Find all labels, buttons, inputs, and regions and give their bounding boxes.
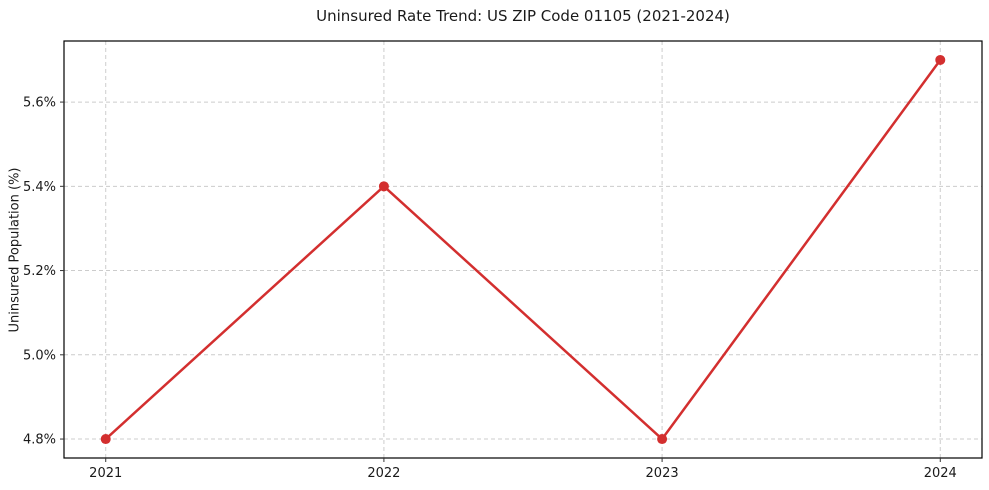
chart-title: Uninsured Rate Trend: US ZIP Code 01105 … <box>316 7 730 25</box>
x-tick-label: 2024 <box>924 466 957 481</box>
y-tick-label: 5.2% <box>23 264 56 279</box>
y-tick-label: 5.4% <box>23 180 56 195</box>
x-tick-label: 2021 <box>89 466 122 481</box>
x-tick-label: 2022 <box>367 466 400 481</box>
data-point-marker <box>100 434 111 445</box>
trend-line <box>104 58 942 441</box>
x-tick-label: 2023 <box>646 466 679 481</box>
data-point-marker <box>378 181 389 192</box>
data-point-marker <box>935 54 946 65</box>
y-tick-label: 5.6% <box>23 96 56 111</box>
y-tick-label: 5.0% <box>23 348 56 363</box>
data-point-marker <box>657 434 668 445</box>
plot-border <box>63 40 983 459</box>
y-tick-label: 4.8% <box>23 433 56 448</box>
